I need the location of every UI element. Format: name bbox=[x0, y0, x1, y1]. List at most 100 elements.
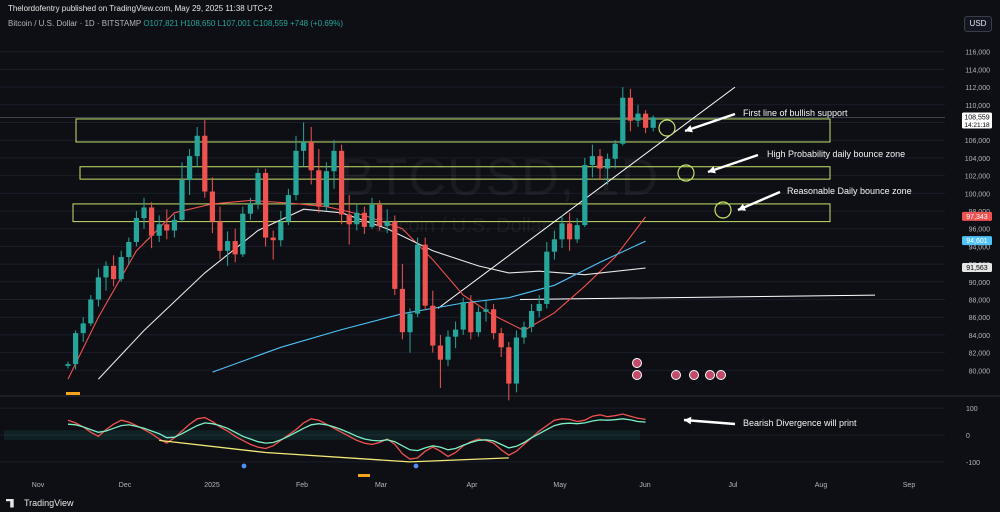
annotation-arrowhead bbox=[738, 203, 746, 211]
published-line: Thelordofentry published on TradingView.… bbox=[8, 4, 273, 13]
x-tick-label: Mar bbox=[375, 482, 388, 489]
candle-body bbox=[589, 156, 595, 165]
candle-body bbox=[339, 150, 345, 215]
annotation-arrow bbox=[684, 112, 736, 133]
osc-tick-label: 0 bbox=[966, 433, 970, 440]
x-tick-label: May bbox=[553, 482, 567, 489]
price-tag bbox=[962, 211, 992, 221]
y-tick-label: 88,000 bbox=[969, 298, 991, 305]
candle-body bbox=[468, 302, 474, 333]
candle-body bbox=[536, 303, 542, 312]
y-tick-label: 106,000 bbox=[965, 138, 990, 145]
dividend-marker bbox=[358, 474, 370, 477]
brand-label: TradingView bbox=[24, 498, 74, 508]
price-tag bbox=[962, 112, 992, 129]
candle-body bbox=[521, 326, 527, 338]
candle-body bbox=[437, 345, 443, 360]
y-tick-label: 82,000 bbox=[969, 351, 991, 358]
y-tick-label: 100,000 bbox=[965, 191, 990, 198]
candle-body bbox=[217, 221, 223, 251]
candle-body bbox=[544, 251, 550, 304]
candle-body bbox=[164, 224, 170, 231]
candle-body bbox=[369, 204, 375, 227]
event-icon bbox=[632, 358, 642, 368]
annotation-reasonable: Reasonable Daily bounce zone bbox=[787, 186, 912, 196]
y-tick-label: 110,000 bbox=[965, 103, 990, 110]
candle-body bbox=[316, 170, 322, 207]
target-circle bbox=[658, 119, 676, 137]
candle-body bbox=[605, 158, 611, 169]
annotation-high-probability: High Probability daily bounce zone bbox=[767, 149, 906, 159]
candle-body bbox=[255, 172, 261, 204]
y-tick-label: 104,000 bbox=[965, 156, 990, 163]
target-circle bbox=[714, 201, 732, 219]
candle-body bbox=[513, 337, 519, 384]
candle-body bbox=[354, 212, 360, 225]
osc-signal-dot bbox=[241, 463, 247, 469]
candle-body bbox=[475, 311, 481, 333]
x-tick-label: Apr bbox=[467, 482, 479, 489]
candle-body bbox=[323, 171, 329, 207]
y-tick-label: 84,000 bbox=[969, 333, 991, 340]
price-tag-label: 108,559 bbox=[964, 115, 989, 122]
osc-band bbox=[4, 430, 640, 440]
candle-body bbox=[551, 239, 557, 252]
candle-body bbox=[377, 204, 383, 227]
candle-body bbox=[103, 265, 109, 278]
candle-body bbox=[141, 207, 147, 219]
candle-body bbox=[620, 97, 626, 144]
y-tick-label: 116,000 bbox=[965, 50, 990, 57]
watermark-symbol: BTCUSD, 1D bbox=[340, 149, 660, 207]
candle-body bbox=[612, 143, 618, 159]
event-icon bbox=[716, 370, 726, 380]
candle-body bbox=[232, 241, 238, 255]
annotation-arrow bbox=[737, 190, 781, 212]
candle-body bbox=[263, 172, 269, 238]
candle-body bbox=[187, 156, 193, 181]
candle-body bbox=[95, 277, 101, 300]
tradingview-logo[interactable]: TradingView bbox=[6, 498, 74, 508]
bounce-zone bbox=[72, 203, 831, 223]
candle-body bbox=[270, 237, 276, 241]
event-icon bbox=[671, 370, 681, 380]
candle-body bbox=[179, 180, 185, 220]
candle-body bbox=[650, 117, 656, 128]
oscillator-series-line bbox=[67, 413, 646, 460]
tradingview-logo-icon bbox=[6, 498, 14, 508]
x-tick-label: Dec bbox=[119, 482, 132, 489]
candle-body bbox=[225, 241, 231, 251]
candle-body bbox=[627, 97, 633, 121]
price-tag-label: 97,343 bbox=[966, 214, 988, 221]
candle-body bbox=[278, 221, 284, 241]
candle-body bbox=[483, 309, 489, 312]
candle-body bbox=[567, 223, 573, 240]
candle-body bbox=[202, 135, 208, 192]
symbol-name[interactable]: Bitcoin / U.S. Dollar · 1D · BITSTAMP bbox=[8, 19, 142, 28]
candle-body bbox=[445, 336, 451, 360]
candle-body bbox=[582, 164, 588, 226]
candle-body bbox=[301, 141, 307, 151]
bounce-zone bbox=[75, 118, 831, 143]
event-icon bbox=[632, 370, 642, 380]
dividend-marker bbox=[66, 392, 80, 395]
candle-body bbox=[399, 288, 405, 333]
x-tick-label: Aug bbox=[815, 482, 828, 489]
candle-body bbox=[118, 257, 124, 280]
price-tag-countdown: 14:21:18 bbox=[964, 122, 990, 129]
watermark-name: Bitcoin / U.S. Dollar bbox=[375, 215, 549, 237]
osc-tick-label: -100 bbox=[966, 460, 980, 467]
candle-body bbox=[430, 305, 436, 346]
candle-body bbox=[392, 221, 398, 289]
annotation-arrowhead bbox=[708, 166, 716, 174]
currency-button[interactable]: USD bbox=[964, 16, 992, 32]
price-tag-label: 94,601 bbox=[966, 238, 988, 245]
candle-body bbox=[308, 141, 314, 171]
candle-body bbox=[422, 244, 428, 306]
target-circle bbox=[677, 164, 695, 182]
price-tag-label: 91,563 bbox=[966, 265, 988, 272]
annotation-arrow bbox=[707, 153, 759, 174]
candle-body bbox=[111, 265, 117, 280]
y-tick-label: 96,000 bbox=[969, 227, 991, 234]
